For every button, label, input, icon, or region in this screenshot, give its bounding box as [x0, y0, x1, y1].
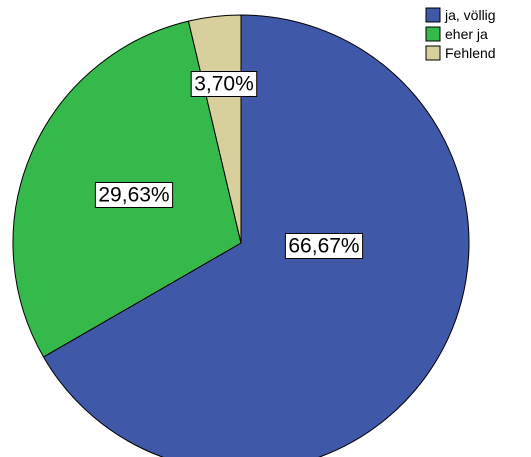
data-label-text-2: 29,63%	[98, 184, 169, 207]
legend-label-2: eher ja	[445, 26, 488, 42]
legend-swatch-2	[425, 26, 441, 42]
data-label-box-3	[190, 71, 258, 97]
legend-item-3: Fehlend	[425, 45, 496, 61]
data-label-text-3: 3,70%	[194, 73, 254, 96]
legend-swatch-3	[425, 45, 441, 61]
legend-item-1: ja, völlig	[425, 7, 496, 23]
legend: ja, völlig eher ja Fehlend	[425, 7, 496, 61]
legend-label-1: ja, völlig	[444, 7, 496, 23]
data-label-1: 66,67%	[284, 233, 364, 259]
legend-item-2: eher ja	[425, 26, 488, 42]
pie-slice-1	[43, 14, 470, 457]
data-label-3: 3,70%	[190, 71, 258, 97]
legend-swatch-1	[425, 7, 441, 23]
data-label-2: 29,63%	[94, 182, 174, 208]
data-label-box-2	[94, 182, 174, 208]
legend-label-3: Fehlend	[445, 45, 496, 61]
data-label-text-1: 66,67%	[288, 235, 359, 258]
data-label-box-1	[284, 233, 364, 259]
data-labels: 66,67% 29,63% 3,70%	[94, 71, 364, 259]
